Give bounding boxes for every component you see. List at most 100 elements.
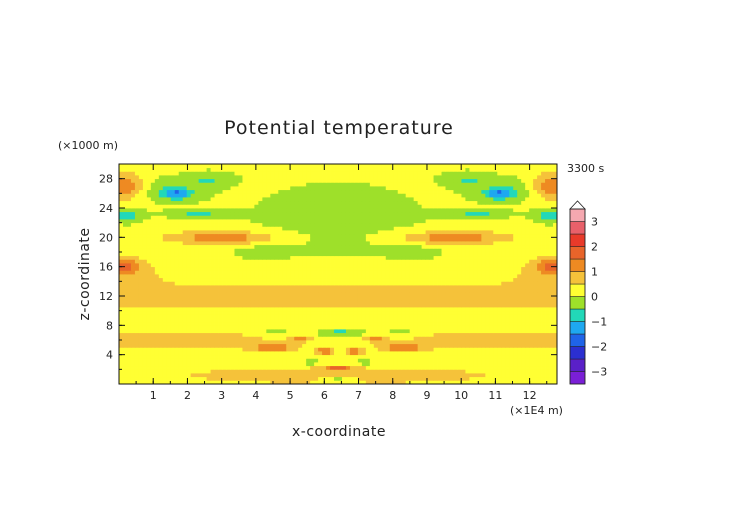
field-cell bbox=[409, 233, 415, 238]
field-cell bbox=[409, 259, 415, 264]
field-cell bbox=[469, 310, 474, 315]
field-cell bbox=[170, 347, 176, 352]
field-cell bbox=[226, 285, 231, 290]
field-cell bbox=[545, 230, 550, 235]
field-cell bbox=[278, 255, 283, 260]
field-cell bbox=[401, 369, 407, 374]
field-cell bbox=[226, 307, 231, 312]
field-cell bbox=[509, 277, 514, 282]
field-cell bbox=[345, 244, 351, 249]
field-cell bbox=[254, 266, 259, 271]
field-cell bbox=[222, 351, 227, 356]
field-cell bbox=[154, 376, 160, 381]
field-cell bbox=[190, 266, 196, 271]
field-cell bbox=[409, 369, 415, 374]
field-cell bbox=[469, 373, 474, 378]
field-cell bbox=[119, 307, 124, 312]
field-cell bbox=[425, 307, 430, 312]
field-cell bbox=[138, 373, 144, 378]
field-cell bbox=[218, 362, 223, 367]
field-cell bbox=[310, 296, 315, 301]
field-cell bbox=[505, 340, 510, 345]
field-cell bbox=[445, 329, 450, 334]
field-cell bbox=[533, 329, 538, 334]
field-cell bbox=[122, 325, 128, 330]
field-cell bbox=[119, 354, 124, 359]
field-cell bbox=[122, 318, 128, 323]
field-cell bbox=[385, 354, 391, 359]
field-cell bbox=[302, 380, 307, 385]
field-cell bbox=[302, 244, 307, 249]
field-cell bbox=[202, 314, 207, 319]
field-cell bbox=[513, 222, 518, 227]
field-cell bbox=[513, 230, 518, 235]
field-cell bbox=[537, 252, 542, 257]
field-cell bbox=[405, 299, 411, 304]
field-cell bbox=[170, 259, 176, 264]
field-cell bbox=[381, 248, 387, 253]
field-cell bbox=[425, 314, 430, 319]
field-cell bbox=[537, 373, 542, 378]
field-cell bbox=[242, 380, 247, 385]
field-cell bbox=[521, 369, 526, 374]
field-cell bbox=[385, 358, 391, 363]
field-cell bbox=[158, 332, 164, 337]
field-cell bbox=[457, 307, 462, 312]
field-cell bbox=[373, 307, 379, 312]
field-cell bbox=[513, 340, 518, 345]
field-cell bbox=[322, 325, 327, 330]
field-cell bbox=[389, 373, 395, 378]
field-cell bbox=[369, 347, 375, 352]
field-cell bbox=[182, 288, 188, 293]
field-cell bbox=[369, 237, 375, 242]
field-cell bbox=[294, 281, 299, 286]
field-cell bbox=[353, 329, 359, 334]
field-cell bbox=[150, 230, 156, 235]
field-cell bbox=[457, 362, 462, 367]
field-cell bbox=[413, 343, 419, 348]
field-cell bbox=[541, 376, 546, 381]
field-cell bbox=[525, 259, 530, 264]
field-cell bbox=[541, 314, 546, 319]
field-cell bbox=[162, 325, 168, 330]
field-cell bbox=[541, 343, 546, 348]
field-cell bbox=[182, 329, 188, 334]
field-cell bbox=[353, 314, 359, 319]
field-cell bbox=[222, 270, 227, 275]
field-cell bbox=[517, 358, 522, 363]
field-cell bbox=[158, 325, 164, 330]
field-cell bbox=[425, 321, 430, 326]
field-cell bbox=[513, 270, 518, 275]
field-cell bbox=[154, 347, 160, 352]
field-cell bbox=[170, 248, 176, 253]
field-cell bbox=[505, 299, 510, 304]
field-cell bbox=[182, 263, 188, 268]
field-cell bbox=[286, 296, 291, 301]
field-cell bbox=[445, 288, 450, 293]
field-cell bbox=[198, 248, 204, 253]
field-cell bbox=[489, 285, 494, 290]
field-cell bbox=[214, 222, 219, 227]
field-cell bbox=[262, 296, 267, 301]
field-cell bbox=[150, 259, 156, 264]
field-cell bbox=[357, 252, 363, 257]
field-cell bbox=[493, 248, 498, 253]
field-cell bbox=[298, 270, 303, 275]
field-cell bbox=[437, 266, 442, 271]
field-cell bbox=[521, 362, 526, 367]
field-cell bbox=[357, 362, 363, 367]
field-cell bbox=[266, 373, 271, 378]
field-cell bbox=[469, 332, 474, 337]
field-cell bbox=[326, 241, 331, 246]
field-cell bbox=[509, 281, 514, 286]
field-cell bbox=[393, 358, 399, 363]
field-cell bbox=[453, 285, 458, 290]
field-cell bbox=[274, 292, 279, 297]
field-cell bbox=[322, 292, 327, 297]
field-cell bbox=[481, 299, 486, 304]
field-cell bbox=[545, 274, 550, 279]
field-cell bbox=[417, 237, 423, 242]
field-cell bbox=[509, 233, 514, 238]
field-cell bbox=[194, 215, 200, 220]
field-cell bbox=[465, 332, 470, 337]
